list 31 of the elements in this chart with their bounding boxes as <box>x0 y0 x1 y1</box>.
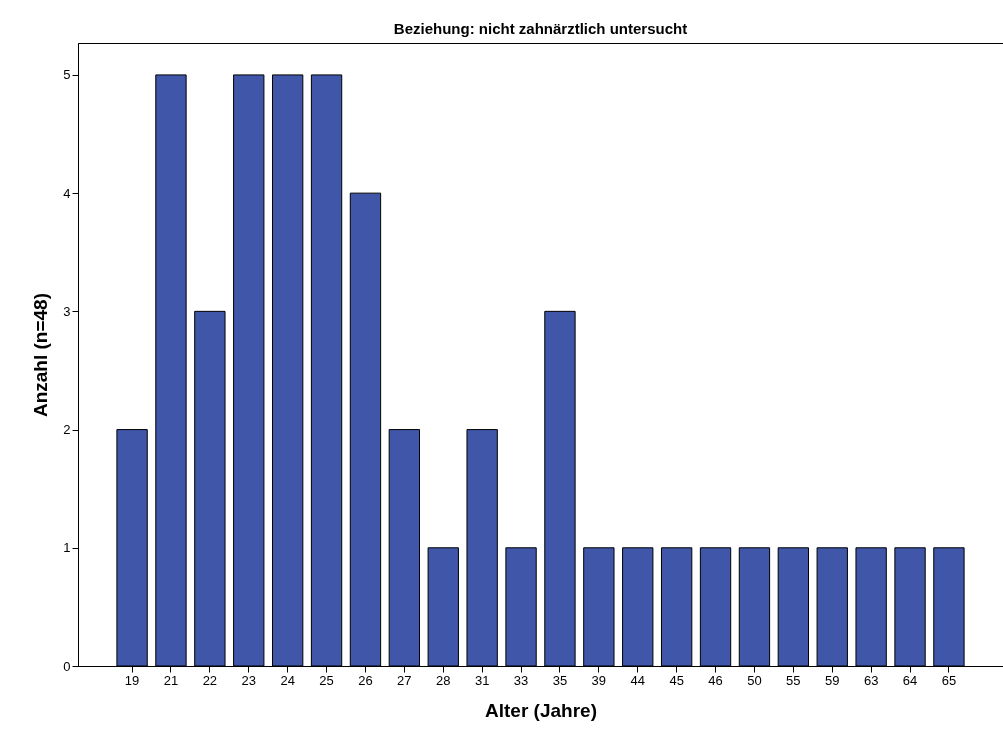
y-tick-label: 0 <box>63 658 71 674</box>
y-tick-label: 5 <box>63 67 71 83</box>
x-tick-label: 19 <box>124 672 140 688</box>
y-tick-label: 4 <box>63 185 71 201</box>
y-tick-label: 2 <box>63 422 71 438</box>
x-tick-label: 64 <box>902 672 918 688</box>
x-tick-label: 46 <box>708 672 723 688</box>
x-tick-label: 25 <box>319 672 334 688</box>
x-tick-label: 28 <box>436 672 451 688</box>
x-tick-label: 65 <box>941 672 957 688</box>
x-tick-label: 59 <box>825 672 840 688</box>
x-tick-label: 45 <box>669 672 684 688</box>
x-tick-label: 31 <box>474 672 490 688</box>
x-tick-label: 39 <box>591 672 607 688</box>
x-tick-label: 35 <box>552 672 568 688</box>
x-tick-label: 33 <box>513 672 529 688</box>
x-axis-title: Alter (Jahre) <box>485 699 597 721</box>
x-tick-label: 21 <box>163 672 179 688</box>
y-tick-label: 3 <box>63 303 71 319</box>
x-tick-label: 23 <box>241 672 256 688</box>
x-tick-label: 27 <box>397 672 412 688</box>
x-tick-label: 26 <box>358 672 373 688</box>
x-tick-label: 22 <box>202 672 218 688</box>
chart-title: Beziehung: nicht zahnärztlich untersucht <box>393 20 688 37</box>
y-tick-label: 1 <box>63 540 71 556</box>
x-tick-label: 44 <box>630 672 645 688</box>
y-axis-title: Anzahl (n=48) <box>30 292 52 418</box>
x-tick-label: 55 <box>786 672 801 688</box>
x-tick-label: 50 <box>747 672 762 688</box>
x-tick-label: 24 <box>280 672 295 688</box>
x-tick-label: 63 <box>863 672 879 688</box>
